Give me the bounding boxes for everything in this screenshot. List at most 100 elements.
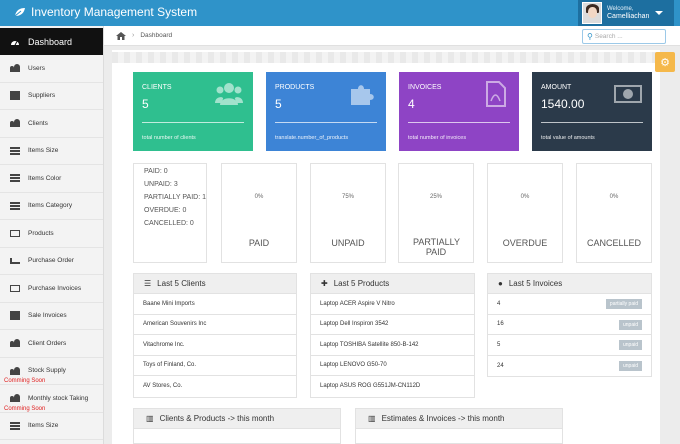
users-icon	[215, 83, 243, 105]
list-item[interactable]: AV Stores, Co.	[134, 376, 296, 397]
sidebar-item-purchase-order[interactable]: Purchase Order	[0, 248, 103, 275]
list-icon	[10, 421, 20, 430]
list-item[interactable]: American Souvenirs Inc	[134, 315, 296, 335]
client-name: AV Stores, Co.	[143, 383, 183, 390]
list-item[interactable]: Laptop Dell Inspiron 3542	[311, 315, 474, 335]
puzzle-icon: ✚	[321, 279, 328, 288]
app-title: Inventory Management System	[31, 5, 198, 19]
card-title: INVOICES	[408, 84, 442, 91]
list-item[interactable]: Laptop TOSHIBA Satellite 850-B-142	[311, 335, 474, 356]
sidebar-item-monthly-stock-taking[interactable]: Monthly stock Taking Comming Soon	[0, 385, 103, 413]
document-icon	[10, 311, 20, 321]
list-item[interactable]: Laptop LENOVO G50-70	[311, 356, 474, 376]
stat-card-invoices[interactable]: INVOICES 4 total number of invoices	[399, 72, 519, 151]
list-icon	[10, 201, 20, 210]
sidebar-item-client-orders[interactable]: Client Orders	[0, 330, 103, 358]
panel-title: Estimates & Invoices -> this month	[381, 414, 505, 423]
last-products-panel: ✚ Last 5 Products Laptop ACER Aspire V N…	[310, 273, 475, 398]
search-input[interactable]: ⚲ Search ...	[582, 29, 666, 44]
product-name: Laptop LENOVO G50-70	[320, 362, 387, 369]
brand[interactable]: Inventory Management System	[14, 5, 197, 19]
sidebar-item-suppliers[interactable]: Suppliers	[0, 83, 103, 110]
users-icon	[10, 366, 20, 375]
status-box-unpaid: 75% UNPAID	[310, 163, 386, 263]
puzzle-icon	[10, 229, 20, 237]
status-percent: 25%	[429, 194, 442, 200]
client-name: Toys of Finland, Co.	[143, 362, 197, 369]
sidebar-item-items-color[interactable]: Items Color	[0, 165, 103, 193]
panel-title: Last 5 Invoices	[508, 279, 563, 288]
list-item[interactable]: 16 unpaid	[488, 315, 651, 335]
stat-card-amount[interactable]: AMOUNT 1540.00 total value of amounts	[532, 72, 652, 151]
status-box-paid: 0% PAID	[221, 163, 297, 263]
home-icon[interactable]	[116, 31, 126, 40]
sidebar-item-dashboard[interactable]: Dashboard	[0, 28, 103, 55]
cancelled-count: CANCELLED: 0	[144, 220, 194, 227]
list-item[interactable]: Laptop ASUS ROG G551JM-CN112D	[311, 376, 474, 397]
panel-title: Last 5 Products	[333, 279, 390, 288]
card-footer: translate.number_of_products	[275, 135, 349, 141]
sidebar-item-purchase-invoices[interactable]: Purchase Invoices	[0, 275, 103, 303]
list-item[interactable]: 4 partially paid	[488, 294, 651, 315]
sidebar-item-stock-supply[interactable]: Stock Supply Comming Soon	[0, 358, 103, 385]
breadcrumb-current: Dashboard	[140, 32, 173, 39]
list-item[interactable]: Toys of Finland, Co.	[134, 356, 296, 376]
invoice-id: 24	[497, 362, 504, 369]
sidebar-item-label: Suppliers	[28, 92, 56, 100]
sidebar-item-users[interactable]: Users	[0, 55, 103, 83]
sidebar-item-items-category[interactable]: Items Category	[0, 193, 103, 220]
status-box-partially-paid: 25% PARTIALLY PAID	[398, 163, 474, 263]
list-item[interactable]: 24 unpaid	[488, 356, 651, 377]
stat-card-products[interactable]: PRODUCTS 5 translate.number_of_products	[266, 72, 386, 151]
sidebar: Dashboard Users Suppliers Clients Items …	[0, 26, 104, 444]
card-title: PRODUCTS	[275, 84, 315, 91]
gear-icon[interactable]: ⚙	[655, 52, 675, 72]
card-footer: total number of invoices	[408, 135, 467, 141]
invoice-status-summary: PAID: 0 UNPAID: 3 PARTIALLY PAID: 1 OVER…	[133, 163, 207, 263]
card-value: 5	[275, 97, 282, 111]
product-name: Laptop TOSHIBA Satellite 850-B-142	[320, 341, 419, 348]
unpaid-count: UNPAID: 3	[144, 181, 178, 188]
caret-down-icon	[655, 11, 664, 15]
sidebar-item-label: Monthly stock Taking	[28, 394, 89, 402]
status-badge: partially paid	[605, 299, 642, 309]
status-percent: 0%	[520, 194, 530, 200]
status-label: PAID	[248, 238, 270, 248]
user-menu[interactable]: Welcome, Camelliachan	[578, 0, 674, 26]
status-badge: unpaid	[618, 360, 642, 371]
sidebar-item-products[interactable]: Products	[0, 220, 103, 248]
sidebar-item-label: Stock Supply	[28, 367, 66, 375]
pdf-file-icon	[486, 81, 506, 107]
status-badge: unpaid	[618, 319, 642, 330]
avatar	[582, 2, 602, 24]
sidebar-item-sale-invoices[interactable]: Sale Invoices	[0, 303, 103, 330]
box-icon	[10, 284, 20, 292]
sidebar-item-items-size[interactable]: Items Size	[0, 138, 103, 165]
product-name: Laptop ACER Aspire V Nitro	[320, 300, 395, 307]
list-item[interactable]: 5 unpaid	[488, 335, 651, 356]
puzzle-icon	[351, 85, 374, 105]
paid-count: PAID: 0	[144, 168, 168, 175]
list-item[interactable]: Baane Mini Imports	[134, 294, 296, 315]
list-item[interactable]: Vitachrome Inc.	[134, 335, 296, 356]
product-name: Laptop Dell Inspiron 3542	[320, 321, 389, 328]
leaf-icon	[14, 8, 25, 17]
coming-soon-note: Comming Soon	[4, 405, 46, 412]
bar-chart-icon: ▥	[368, 414, 376, 423]
partially-paid-count: PARTIALLY PAID: 1	[144, 194, 206, 201]
stat-card-clients[interactable]: CLIENTS 5 total number of clients	[133, 72, 253, 151]
dashboard-icon	[11, 40, 19, 45]
sidebar-item-clients[interactable]: Clients	[0, 110, 103, 138]
document-icon	[10, 91, 20, 101]
sidebar-item-items-size-2[interactable]: Items Size	[0, 413, 103, 440]
invoice-id: 4	[497, 300, 501, 307]
card-title: AMOUNT	[541, 84, 572, 91]
sidebar-item-label: Users	[28, 64, 45, 72]
sidebar-item-label: Dashboard	[28, 36, 73, 47]
client-name: American Souvenirs Inc	[143, 321, 207, 328]
card-value: 4	[408, 97, 415, 111]
status-percent: 0%	[609, 194, 619, 200]
user-name: Camelliachan	[607, 13, 650, 20]
users-icon	[10, 339, 20, 348]
list-item[interactable]: Laptop ACER Aspire V Nitro	[311, 294, 474, 315]
